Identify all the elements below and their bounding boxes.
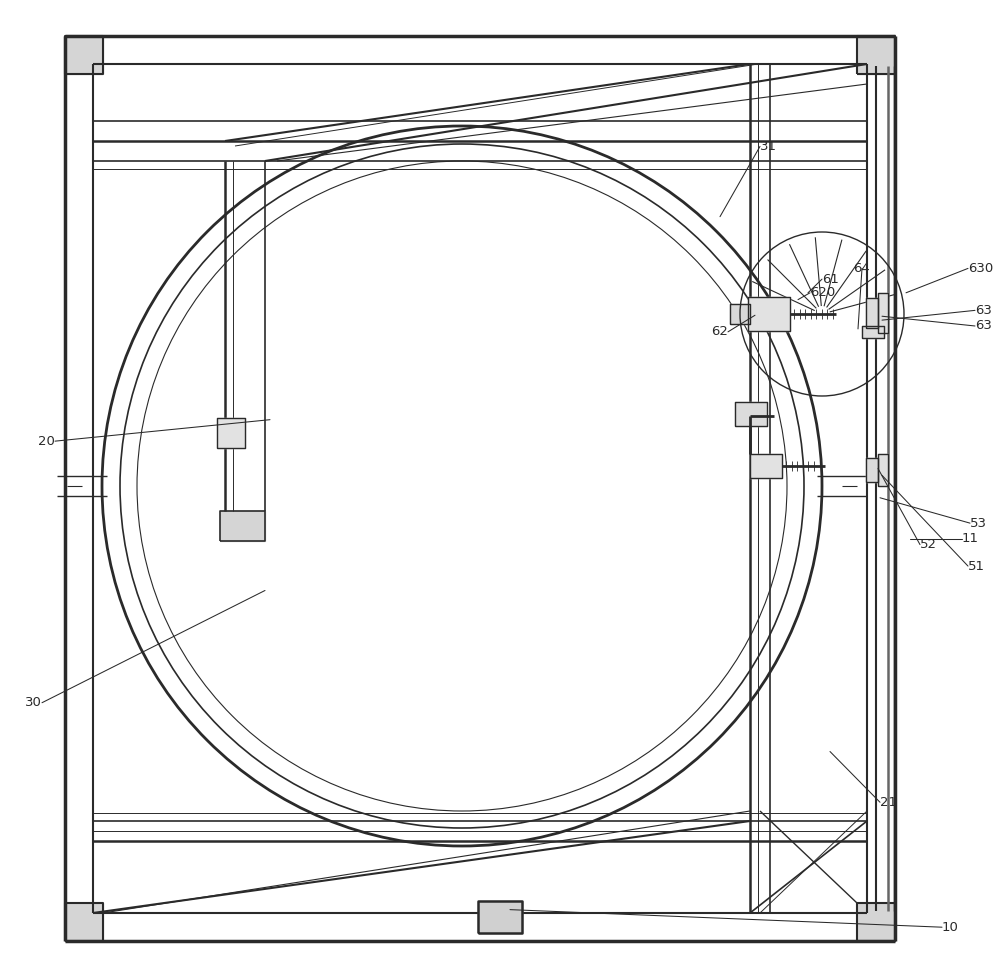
Polygon shape [748,297,790,331]
Polygon shape [866,458,878,482]
Polygon shape [217,418,245,448]
Text: 63: 63 [975,319,992,333]
Text: 51: 51 [968,559,985,573]
Text: 31: 31 [760,140,777,153]
Text: 62: 62 [711,325,728,339]
Polygon shape [478,901,522,933]
Text: 30: 30 [25,696,42,710]
Polygon shape [862,326,884,338]
Text: 52: 52 [920,538,937,551]
Polygon shape [878,454,888,486]
Text: 61: 61 [822,272,839,286]
Polygon shape [750,454,782,478]
Text: 11: 11 [962,532,979,546]
Polygon shape [65,36,103,74]
Text: 53: 53 [970,516,987,530]
Text: 630: 630 [968,262,993,275]
Text: 21: 21 [880,795,897,809]
Polygon shape [866,298,878,328]
Text: 10: 10 [942,920,959,934]
Text: 63: 63 [975,304,992,317]
Text: 64: 64 [854,262,870,275]
Text: 620: 620 [810,286,835,300]
Polygon shape [857,36,895,74]
Polygon shape [730,304,750,324]
Polygon shape [65,903,103,941]
Polygon shape [220,511,265,541]
Polygon shape [735,402,767,426]
Polygon shape [878,293,888,333]
Text: 20: 20 [38,434,55,448]
Polygon shape [857,903,895,941]
